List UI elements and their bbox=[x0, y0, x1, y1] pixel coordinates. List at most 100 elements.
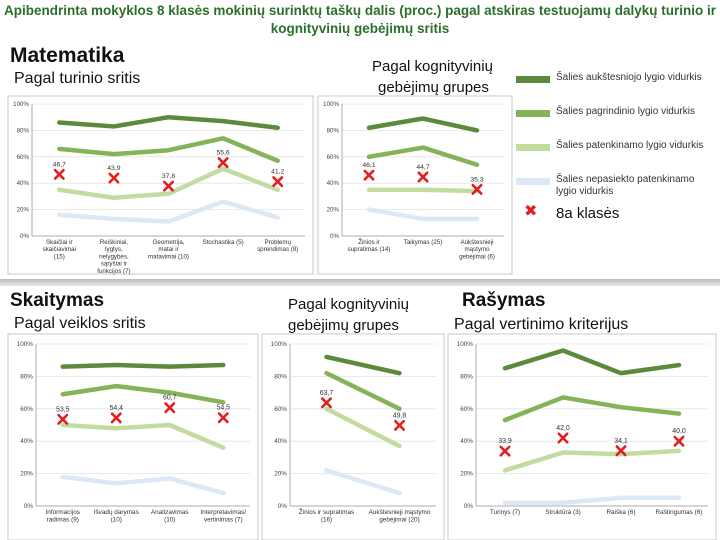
x-tick-label: Reiškiniai, lygtys, nelygybės, sąryšiai ir f… bbox=[97, 239, 130, 275]
y-tick-label: 100% bbox=[13, 101, 29, 108]
subtitle-mat-turinio: Pagal turinio sritis bbox=[14, 70, 141, 87]
y-tick-label: 40% bbox=[460, 438, 473, 445]
subtitle-sk-veiklos: Pagal veiklos sritis bbox=[14, 315, 146, 332]
class-marker-stroke-b bbox=[499, 445, 511, 457]
x-tick-label: Aukštesnieji mąstymo gebėjimai (6) bbox=[459, 239, 495, 260]
y-tick-label: 60% bbox=[274, 406, 287, 413]
class-data-label: 37,8 bbox=[162, 173, 175, 180]
x-tick-label: Žinios ir supratimas (16) bbox=[299, 507, 354, 523]
class-data-label: 35,3 bbox=[470, 176, 483, 183]
y-tick-label: 40% bbox=[17, 180, 30, 187]
series-line-1 bbox=[57, 114, 280, 131]
class-marker-stroke-b bbox=[320, 397, 333, 409]
x-tick-label: Skaičiai ir skaičiavimai (15) bbox=[43, 239, 76, 260]
legend-swatch-pagrindinis bbox=[516, 110, 550, 117]
y-tick-label: 0% bbox=[24, 503, 34, 510]
y-tick-label: 100% bbox=[457, 341, 474, 348]
x-tick-label: Žinios ir supratimas (14) bbox=[348, 238, 391, 253]
class-data-label: 43,9 bbox=[107, 165, 120, 172]
series-line-1 bbox=[502, 348, 682, 376]
class-marker-stroke-b bbox=[363, 169, 375, 181]
class-marker-stroke-b bbox=[471, 183, 483, 195]
y-tick-label: 20% bbox=[274, 471, 287, 478]
class-marker-stroke-b bbox=[393, 419, 406, 431]
series-line-2 bbox=[57, 136, 280, 164]
series-line-4 bbox=[366, 207, 480, 222]
class-data-label: 53,5 bbox=[56, 406, 70, 413]
class-data-label: 34,1 bbox=[614, 438, 628, 445]
chart-mat_kogn: 0% 20% 40% 60% 80% 100% Žinios ir supratimas (1… bbox=[317, 95, 513, 275]
chart-ras_vert: 0% 20% 40% 60% 80% 100% Turinys (7) Struktūra (… bbox=[447, 333, 717, 540]
x-tick-label: Raštingumas (6) bbox=[656, 509, 703, 516]
x-tick-label: Stochastika (5) bbox=[202, 239, 243, 246]
y-tick-label: 0% bbox=[20, 233, 29, 240]
legend-item-nepasiekto: Šalies nepasiekto patenkinamo lygio vidu… bbox=[516, 174, 716, 208]
class-data-label: 60,7 bbox=[163, 395, 177, 402]
class-data-label: 44,7 bbox=[416, 164, 429, 171]
legend-x-marker-icon: ✖ bbox=[524, 203, 538, 220]
series-line-1 bbox=[324, 354, 402, 376]
series-line-3 bbox=[57, 166, 280, 200]
legend-swatch-aukstesnysis bbox=[516, 76, 550, 83]
y-tick-label: 20% bbox=[17, 207, 30, 214]
page-title: Apibendrinta mokyklos 8 klasės mokinių s… bbox=[4, 3, 716, 36]
legend-item-aukstesnysis: Šalies aukštesniojo lygio vidurkis bbox=[516, 72, 716, 106]
series-line-2 bbox=[324, 370, 402, 412]
y-tick-label: 100% bbox=[17, 341, 34, 348]
class-data-label: 41,2 bbox=[271, 169, 284, 176]
x-tick-label: Geometrija, matai ir matavimai (10) bbox=[148, 239, 189, 260]
class-marker-stroke-b bbox=[217, 412, 229, 424]
y-tick-label: 80% bbox=[17, 127, 30, 134]
legend-swatch-nepasiekto bbox=[516, 178, 550, 185]
section-divider bbox=[0, 279, 720, 286]
legend-item-pagrindinis: Šalies pagrindinio lygio vidurkis bbox=[516, 106, 716, 140]
legend: Šalies aukštesniojo lygio vidurkis Šalie… bbox=[516, 72, 716, 242]
subtitle-ras-vert: Pagal vertinimo kriterijus bbox=[454, 316, 629, 333]
y-tick-label: 60% bbox=[460, 406, 473, 413]
class-data-label: 49,8 bbox=[393, 412, 407, 419]
class-data-label: 33,9 bbox=[498, 438, 512, 445]
class-marker-stroke-b bbox=[673, 435, 685, 447]
class-marker-stroke-b bbox=[53, 168, 65, 180]
class-marker-stroke-b bbox=[108, 172, 120, 184]
legend-item-patenkinamas: Šalies patenkinamo lygio vidurkis bbox=[516, 140, 716, 174]
subtitle-sk-kogn-line1: Pagal kognityvinių bbox=[288, 296, 409, 313]
series-line-1 bbox=[366, 116, 480, 133]
legend-label-aukstesnysis: Šalies aukštesniojo lygio vidurkis bbox=[556, 72, 702, 83]
y-tick-label: 100% bbox=[323, 101, 339, 108]
legend-label-class: 8a klasės bbox=[556, 205, 620, 222]
y-tick-label: 40% bbox=[327, 180, 340, 187]
y-tick-label: 80% bbox=[460, 373, 473, 380]
class-data-label: 55,6 bbox=[216, 150, 229, 157]
class-data-label: 40,0 bbox=[672, 428, 686, 435]
y-tick-label: 80% bbox=[274, 373, 287, 380]
series-line-4 bbox=[324, 468, 402, 496]
section-title-skaitymas: Skaitymas bbox=[10, 290, 105, 311]
class-marker-stroke-b bbox=[557, 432, 569, 444]
y-tick-label: 20% bbox=[327, 207, 340, 214]
series-line-2 bbox=[366, 145, 480, 167]
class-data-label: 42,0 bbox=[556, 425, 570, 432]
x-tick-label: Informacijos radimas (9) bbox=[46, 509, 80, 523]
y-tick-label: 0% bbox=[330, 233, 339, 240]
series-line-4 bbox=[60, 474, 226, 496]
legend-label-pagrindinis: Šalies pagrindinio lygio vidurkis bbox=[556, 106, 695, 117]
series-line-2 bbox=[60, 383, 226, 405]
x-tick-label: Aukštesnieji mąstymo gebėjimai (20) bbox=[369, 509, 431, 523]
chart-sk_kogn: 0% 20% 40% 60% 80% 100% Žinios ir supratimas (1… bbox=[261, 333, 445, 540]
y-tick-label: 20% bbox=[20, 471, 33, 478]
y-tick-label: 60% bbox=[17, 154, 30, 161]
series-line-4 bbox=[502, 495, 682, 506]
series-line-3 bbox=[502, 448, 682, 473]
x-tick-label: Interpretavimas/vertinimas (7) bbox=[200, 509, 246, 523]
chart-mat_turinio: 0% 20% 40% 60% 80% 100% Skaičiai ir skaičiavima… bbox=[7, 95, 314, 275]
series-line-1 bbox=[60, 362, 226, 369]
x-tick-label: Problemų sprendimas (8) bbox=[257, 239, 298, 253]
class-data-label: 63,7 bbox=[320, 390, 334, 397]
y-tick-label: 80% bbox=[20, 373, 33, 380]
chart-sk_veiklos: 0% 20% 40% 60% 80% 100% Informacijos radimas (9… bbox=[7, 333, 259, 540]
series-line-3 bbox=[324, 406, 402, 449]
x-tick-label: Struktūra (3) bbox=[545, 509, 581, 516]
x-tick-label: Taikymas (25) bbox=[404, 239, 443, 246]
y-tick-label: 40% bbox=[274, 438, 287, 445]
